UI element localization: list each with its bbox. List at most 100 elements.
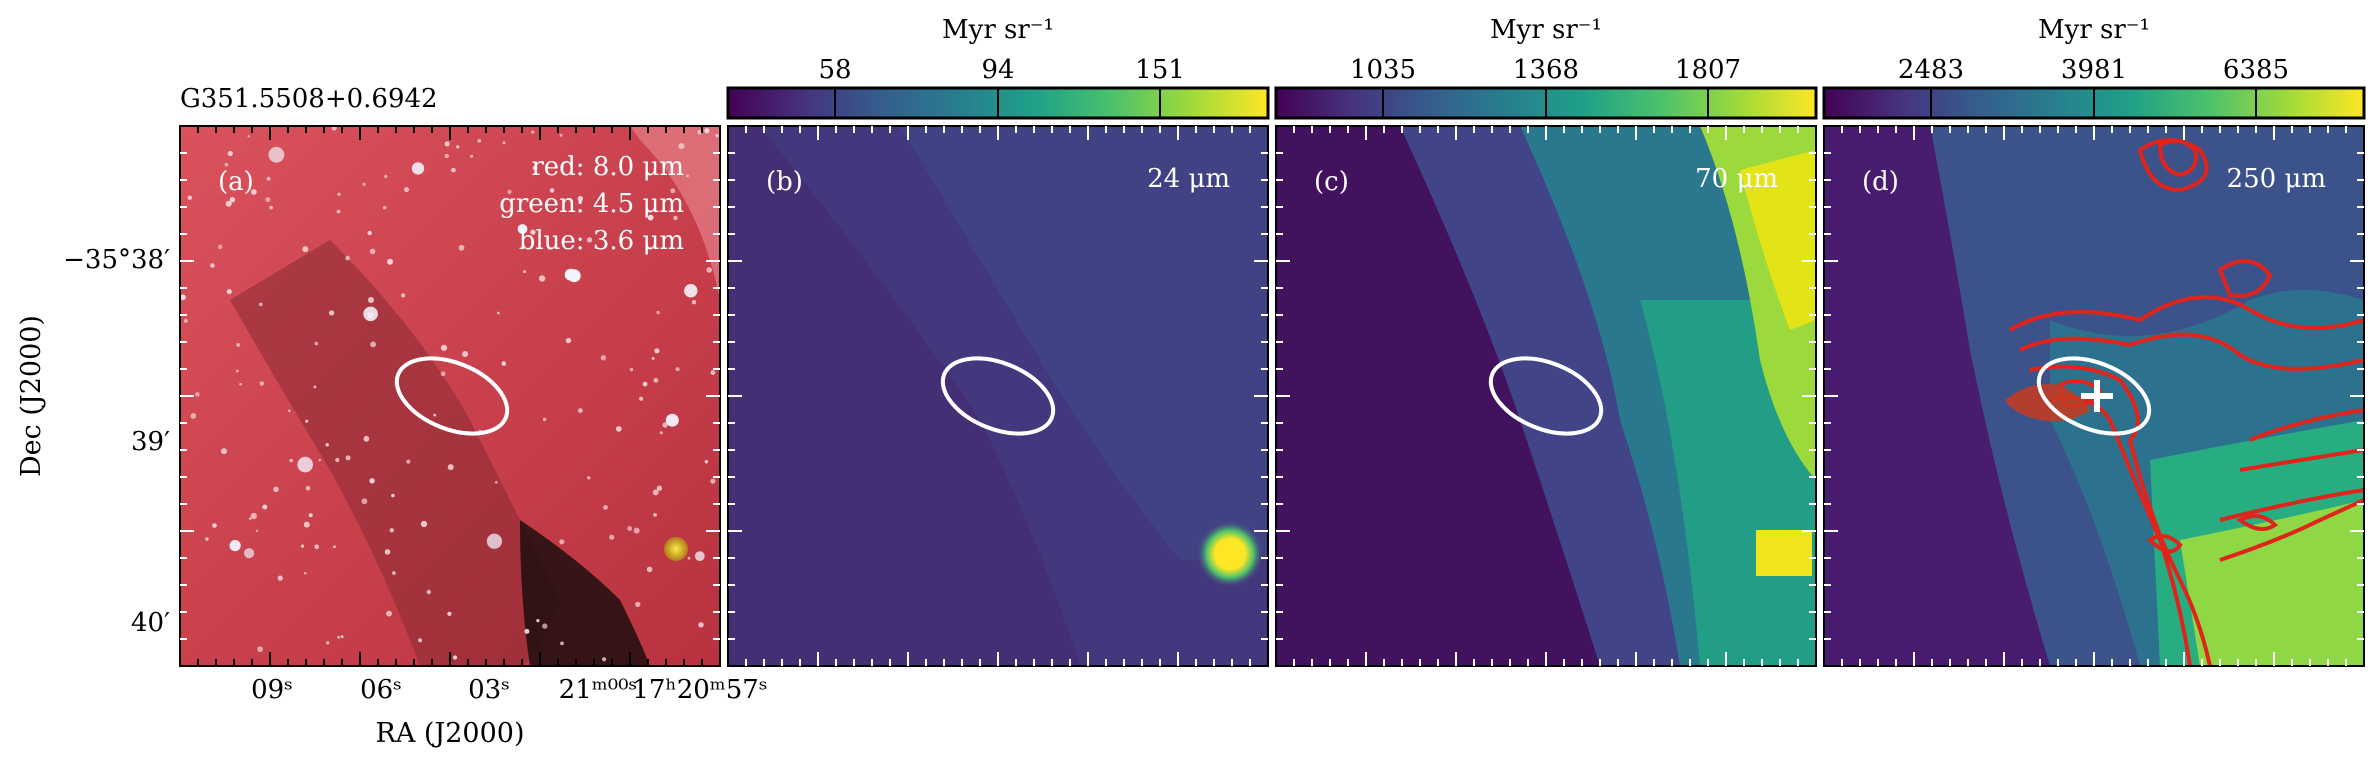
star xyxy=(706,267,712,273)
aperture-ellipse xyxy=(1488,356,1604,436)
colorbar-d-unit: Myr sr⁻¹ xyxy=(2038,15,2150,45)
star xyxy=(288,409,291,412)
star xyxy=(259,381,264,386)
star xyxy=(250,512,257,520)
dark-cloud xyxy=(520,520,650,666)
star xyxy=(363,306,378,322)
star xyxy=(654,348,660,354)
star xyxy=(616,426,622,432)
aperture-ellipse xyxy=(940,356,1056,436)
star xyxy=(710,478,716,484)
star xyxy=(670,188,676,194)
star xyxy=(368,297,374,303)
star xyxy=(248,517,252,520)
star xyxy=(678,143,685,150)
contour-line xyxy=(2239,448,2364,472)
star xyxy=(229,197,236,203)
star xyxy=(340,635,344,639)
star xyxy=(698,622,704,628)
contours xyxy=(2008,138,2364,666)
star xyxy=(255,529,259,533)
star xyxy=(333,545,336,549)
contour-line xyxy=(2219,488,2364,522)
star xyxy=(251,189,257,195)
star xyxy=(651,357,655,360)
star xyxy=(694,551,705,561)
star xyxy=(303,571,307,575)
star xyxy=(477,139,482,143)
contour-line xyxy=(2249,408,2364,442)
star xyxy=(300,544,305,548)
star xyxy=(404,187,410,193)
y-tick-label: 40′ xyxy=(131,608,170,638)
y-tick-label: 39′ xyxy=(131,427,170,457)
star xyxy=(266,176,271,181)
star xyxy=(494,480,498,484)
star xyxy=(629,367,634,372)
star xyxy=(586,237,593,243)
band-label-green: green: 4.5 μm xyxy=(499,189,684,219)
star xyxy=(635,601,641,608)
star xyxy=(542,417,547,422)
band-label-blue: blue: 3.6 μm xyxy=(519,226,684,256)
star xyxy=(387,258,393,265)
star xyxy=(536,619,540,623)
panel-a-letter: (a) xyxy=(218,167,254,197)
star xyxy=(662,422,668,428)
y-axis-label: Dec (J2000) xyxy=(16,315,47,477)
star xyxy=(305,419,309,423)
star xyxy=(600,355,607,361)
star xyxy=(386,610,392,617)
star xyxy=(687,556,691,560)
star xyxy=(336,209,341,214)
star xyxy=(370,341,376,348)
star xyxy=(675,367,680,372)
star xyxy=(462,351,469,357)
panel-b: (b) 24 μm xyxy=(727,125,1269,667)
star xyxy=(497,311,500,315)
panel-d-letter: (d) xyxy=(1862,167,1899,197)
star xyxy=(564,268,577,281)
contour-line xyxy=(2217,259,2273,298)
star xyxy=(389,528,394,533)
star xyxy=(363,435,370,442)
panel-b-letter: (b) xyxy=(766,167,803,197)
star xyxy=(247,135,250,138)
emission-ridge-peak xyxy=(1740,150,1816,330)
star xyxy=(639,396,644,401)
star xyxy=(236,343,241,347)
star xyxy=(507,189,512,194)
star xyxy=(313,385,317,389)
star xyxy=(652,489,659,496)
star xyxy=(384,174,388,179)
colorbar-c: Myr sr⁻¹ 1035 1368 1807 xyxy=(1274,15,1818,120)
star xyxy=(470,154,474,158)
star xyxy=(401,293,406,298)
star xyxy=(602,657,607,662)
star xyxy=(577,408,583,413)
colorbar-d: Myr sr⁻¹ 2483 3981 6385 xyxy=(1822,15,2366,120)
panel-b-band: 24 μm xyxy=(1147,164,1230,194)
tick-marks xyxy=(180,126,2364,666)
x-tick-label: 21ᵐ⁰⁰ˢ xyxy=(559,675,638,705)
band-label-red: red: 8.0 μm xyxy=(531,152,684,182)
star xyxy=(314,341,319,346)
star xyxy=(224,162,229,167)
peak-cross-icon xyxy=(2081,380,2113,412)
star xyxy=(704,128,710,134)
dark-lane xyxy=(230,240,560,666)
star xyxy=(659,431,663,435)
x-tick-label: 09ˢ xyxy=(251,675,293,705)
star xyxy=(236,369,239,373)
star xyxy=(218,244,223,250)
star xyxy=(345,255,350,261)
star xyxy=(335,457,340,463)
star xyxy=(268,146,285,163)
star xyxy=(406,459,411,464)
star xyxy=(656,485,663,491)
star xyxy=(653,377,659,383)
star xyxy=(180,294,186,301)
colorbar-b-tick: 58 xyxy=(818,55,851,85)
star xyxy=(220,448,228,455)
star xyxy=(577,196,583,202)
